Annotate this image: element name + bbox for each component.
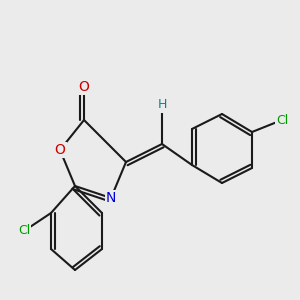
Text: O: O xyxy=(79,80,89,94)
Text: Cl: Cl xyxy=(18,224,30,238)
Text: N: N xyxy=(106,191,116,205)
Text: Cl: Cl xyxy=(276,113,288,127)
Text: O: O xyxy=(55,143,65,157)
Text: H: H xyxy=(157,98,167,112)
